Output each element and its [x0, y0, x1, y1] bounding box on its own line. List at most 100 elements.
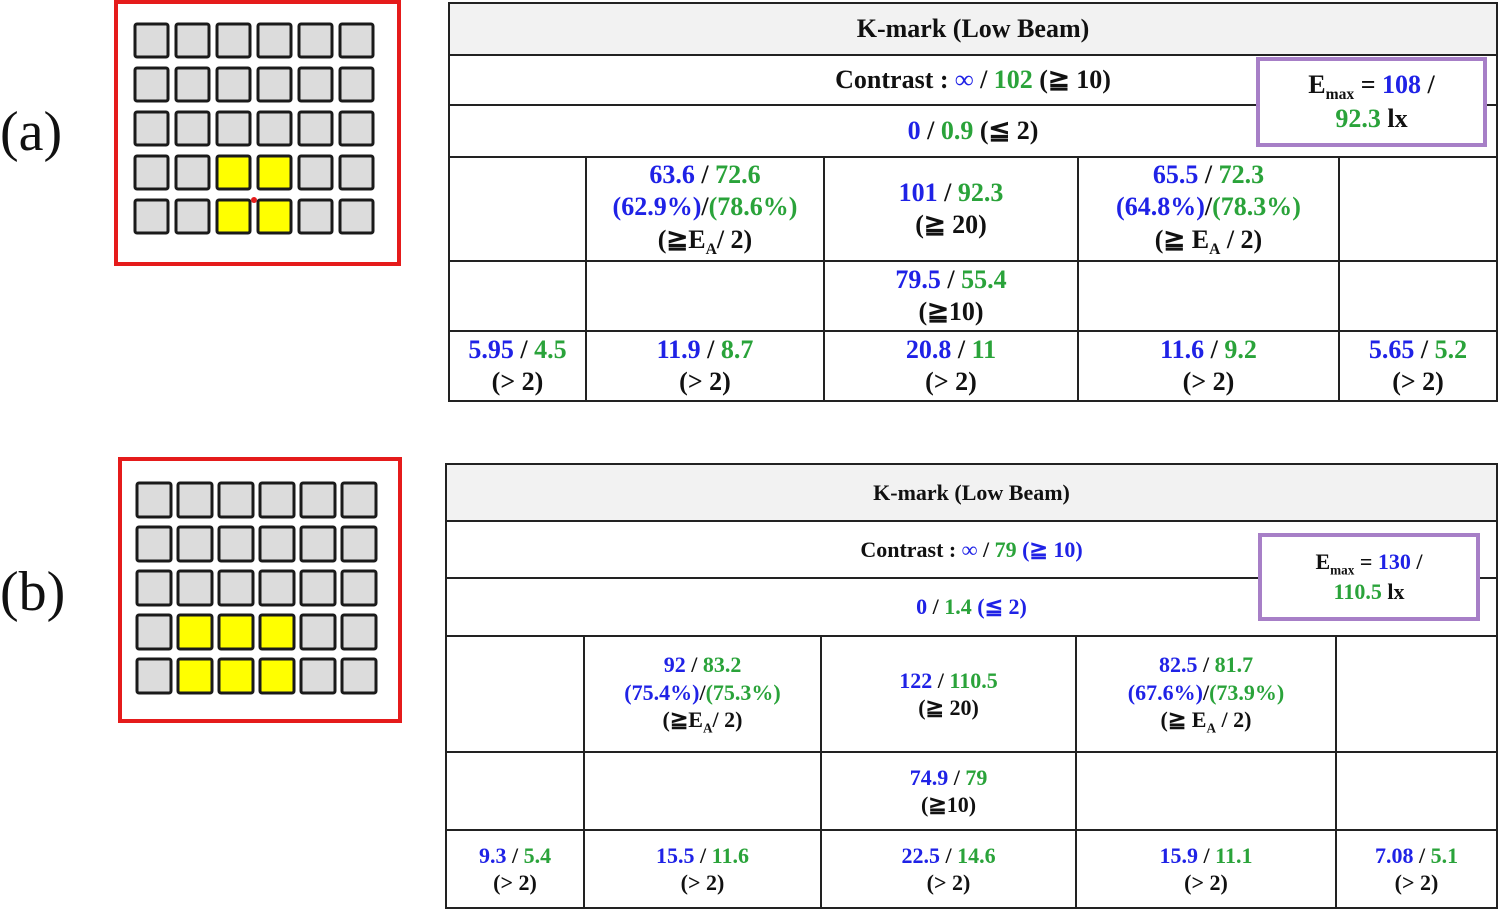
cell-right-upper: 65.5 / 72.3 (64.8%)/(78.3%) (≧ EA / 2): [1077, 156, 1340, 262]
led-cell: [135, 525, 173, 563]
condition: (> 2): [1392, 367, 1444, 396]
led-cell-lit: [217, 613, 255, 651]
led-cell: [258, 481, 296, 519]
led-cell: [215, 110, 252, 147]
led-cell: [133, 22, 170, 59]
panel-b-label: (b): [0, 561, 66, 623]
value-2: 11.6: [711, 842, 749, 868]
value-1: 79.5: [895, 264, 941, 294]
cell-center-upper: 101 / 92.3 (≧ 20): [823, 156, 1079, 262]
value-2: 72.3: [1218, 159, 1265, 189]
cell-empty: [448, 156, 587, 262]
condition: (> 2): [679, 367, 731, 396]
percent-2: (75.3%): [705, 679, 781, 705]
value-2: 5.4: [523, 842, 552, 868]
led-cell: [174, 154, 211, 191]
contrast-row: Contrast : ∞ / 79 (≧ 10): [445, 520, 1498, 579]
led-cell: [133, 66, 170, 103]
value-1: 82.5: [1158, 652, 1198, 678]
led-cell: [299, 657, 337, 695]
led-cell: [217, 525, 255, 563]
contrast-condition: (≧ 10): [1032, 64, 1111, 94]
cell-empty: [1335, 635, 1498, 753]
led-cell: [176, 481, 214, 519]
led-cell: [135, 657, 173, 695]
table-title: K-mark (Low Beam): [445, 463, 1498, 522]
cell-center-middle: 74.9 / 79 (≧10): [820, 751, 1077, 831]
value-1: 63.6: [649, 159, 695, 189]
value-2: 79: [965, 764, 988, 790]
condition: (> 2): [926, 870, 971, 895]
cell-empty: [1335, 751, 1498, 831]
emax-value-2: 92.3: [1335, 104, 1381, 134]
panel-b-grid-frame: [118, 457, 402, 723]
led-cell: [217, 481, 255, 519]
percent-1: (67.6%): [1127, 679, 1203, 705]
condition-end: / 2): [712, 707, 743, 733]
value-2: 5.1: [1430, 842, 1459, 868]
panel-a-label: (a): [0, 101, 63, 163]
led-cell: [297, 66, 334, 103]
condition-sub: A: [705, 240, 717, 258]
contrast-condition: (≧ 10): [1016, 536, 1083, 562]
cell-center-upper: 122 / 110.5 (≧ 20): [820, 635, 1077, 753]
condition-end: / 2): [1220, 224, 1263, 254]
led-cell: [174, 110, 211, 147]
separator: /: [973, 64, 994, 94]
emax-value-1: 108: [1382, 69, 1422, 99]
percent-2: (73.9%): [1209, 679, 1285, 705]
led-cell: [338, 22, 375, 59]
led-cell: [133, 110, 170, 147]
condition: (> 2): [491, 367, 544, 396]
contrast-label: Contrast :: [860, 536, 962, 562]
value-1: 15.5: [656, 842, 695, 868]
emax-label: E: [1308, 69, 1326, 99]
condition-end: / 2): [716, 224, 753, 254]
value-1: 15.9: [1159, 842, 1199, 868]
table-title: K-mark (Low Beam): [447, 2, 1499, 56]
led-cell: [340, 525, 378, 563]
cell-bottom-3: 22.5 / 14.6 (> 2): [820, 829, 1077, 909]
panel-b-emax-box: Emax = 130 / 110.5 lx: [1258, 533, 1480, 621]
led-cell: [215, 66, 252, 103]
panel-a-grid-frame: [114, 0, 401, 266]
emax-unit: lx: [1381, 578, 1405, 604]
emax-value-1: 130: [1377, 549, 1411, 575]
led-cell: [340, 481, 378, 519]
condition: (> 2): [493, 870, 537, 895]
led-cell: [135, 613, 173, 651]
led-cell: [338, 154, 375, 191]
value-2: 92.3: [957, 177, 1004, 207]
value-2: 9.2: [1224, 334, 1257, 364]
led-cell: [338, 110, 375, 147]
led-cell-lit: [258, 613, 296, 651]
separator: /: [977, 536, 995, 562]
cell-empty: [1337, 156, 1499, 262]
led-cell: [135, 481, 173, 519]
center-marker: [251, 197, 257, 203]
cell-left-upper: 63.6 / 72.6 (62.9%)/(78.6%) (≧EA/ 2): [585, 156, 825, 262]
value-1: 11.9: [656, 334, 701, 364]
cell-left-upper: 92 / 83.2 (75.4%)/(75.3%) (≧EA/ 2): [583, 635, 822, 753]
led-cell: [299, 525, 337, 563]
led-cell: [176, 525, 214, 563]
led-cell: [256, 22, 293, 59]
separator: /: [1410, 549, 1423, 575]
percent-1: (62.9%): [612, 192, 702, 222]
condition: (> 2): [1182, 367, 1235, 396]
table-title-text: K-mark (Low Beam): [873, 479, 1070, 505]
cell-empty: [448, 260, 587, 332]
cell-bottom-3: 20.8 / 11 (> 2): [823, 330, 1079, 402]
ratio-condition: (≦ 2): [971, 594, 1027, 620]
led-cell-lit: [215, 154, 252, 191]
table-title-text: K-mark (Low Beam): [856, 13, 1090, 43]
percent-2: (78.6%): [708, 192, 798, 222]
led-cell: [297, 198, 334, 235]
separator: /: [1421, 69, 1435, 99]
panel-a-led-grid: [133, 22, 375, 235]
value-1: 9.3: [478, 842, 507, 868]
led-cell: [215, 22, 252, 59]
value-1: 11.6: [1160, 334, 1205, 364]
cell-bottom-1: 5.95 / 4.5 (> 2): [448, 330, 587, 402]
cell-bottom-1: 9.3 / 5.4 (> 2): [445, 829, 585, 909]
